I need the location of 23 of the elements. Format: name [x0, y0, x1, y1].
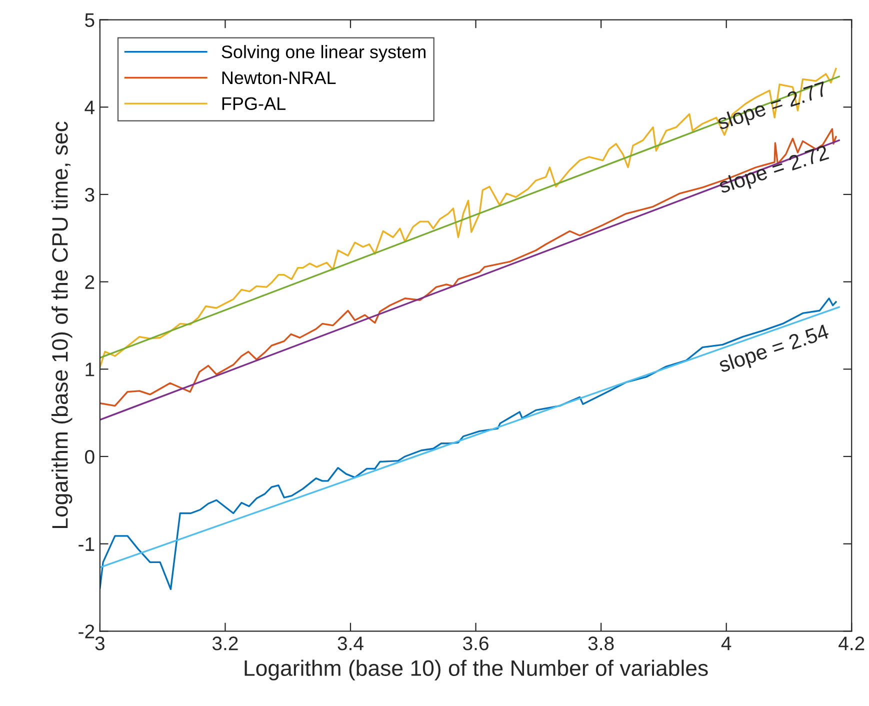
y-tick-label: 1 — [86, 362, 94, 376]
annotation: slope = 2.72 — [717, 144, 830, 198]
annotation: slope = 2.77 — [716, 80, 829, 134]
x-tick-label: 3.8 — [588, 636, 614, 650]
y-axis-title: Logarithm (base 10) of the CPU time, sec — [52, 122, 72, 528]
x-tick-label: 3 — [95, 636, 104, 650]
x-tick-label: 3.4 — [338, 636, 364, 650]
x-tick-label: 4 — [721, 636, 732, 650]
y-tick-label: -1 — [78, 537, 94, 551]
y-tick-label: 2 — [85, 275, 94, 289]
y-tick-label: 5 — [85, 13, 94, 28]
legend-label: Solving one linear system — [222, 45, 426, 62]
y-tick-label: 4 — [84, 100, 95, 114]
x-tick-label: 3.2 — [212, 636, 238, 650]
x-tick-label: 4.2 — [838, 636, 864, 650]
y-tick-label: 0 — [85, 450, 94, 464]
legend-label: FPG-AL — [222, 97, 286, 110]
y-tick-label: -2 — [78, 624, 94, 638]
x-axis-title: Logarithm (base 10) of the Number of variables — [244, 660, 708, 680]
x-tick-label: 3.6 — [463, 636, 488, 650]
legend-label: Newton-NRAL — [222, 72, 336, 84]
annotation: slope = 2.54 — [717, 323, 831, 377]
y-tick-label: 3 — [85, 188, 94, 202]
